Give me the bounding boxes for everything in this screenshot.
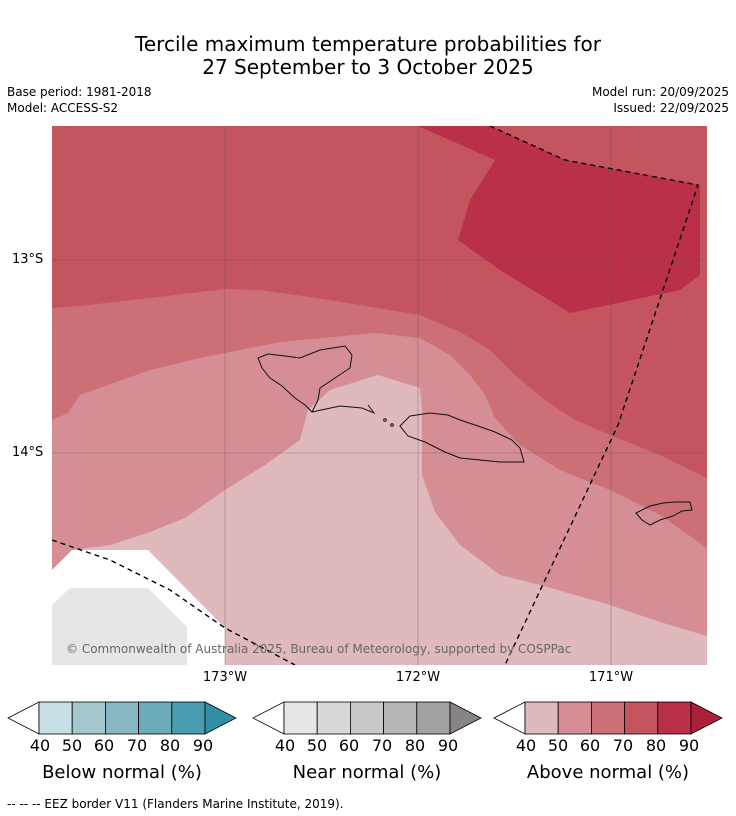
island-tutuila bbox=[635, 501, 693, 526]
chart-title-line2: 27 September to 3 October 2025 bbox=[202, 55, 534, 79]
below-color-bin bbox=[71, 701, 106, 735]
tick: 70 bbox=[612, 736, 634, 755]
island-savaii-coast bbox=[311, 404, 376, 415]
tick: 70 bbox=[371, 736, 393, 755]
gridlines bbox=[52, 126, 707, 665]
chart-title-line1: Tercile maximum temperature probabilitie… bbox=[135, 32, 601, 56]
islet bbox=[383, 418, 387, 422]
eez-border bbox=[52, 126, 699, 665]
colorbar-above bbox=[493, 701, 723, 735]
tick: 60 bbox=[579, 736, 601, 755]
above-color-bin bbox=[657, 701, 692, 735]
below-color-bin bbox=[138, 701, 173, 735]
colorbar-below bbox=[7, 701, 237, 735]
tick: 90 bbox=[192, 736, 214, 755]
above-color-bin bbox=[524, 701, 559, 735]
near-extend-low bbox=[252, 701, 285, 735]
lat-label-13s: 13°S bbox=[12, 252, 44, 267]
region-near-40 bbox=[52, 588, 187, 665]
copyright-text: © Commonwealth of Australia 2025, Bureau… bbox=[66, 642, 571, 656]
lat-label-14s: 14°S bbox=[12, 445, 44, 460]
eez-legend-text: -- -- -- EEZ border V11 (Flanders Marine… bbox=[7, 797, 344, 811]
above-color-bin bbox=[624, 701, 659, 735]
below-extend-low bbox=[7, 701, 40, 735]
lon-label-171w: 171°W bbox=[588, 670, 634, 685]
tick: 70 bbox=[126, 736, 148, 755]
tick: 80 bbox=[645, 736, 667, 755]
tick: 40 bbox=[274, 736, 296, 755]
colorbar-below-title: Below normal (%) bbox=[42, 762, 202, 783]
above-extend-high bbox=[690, 701, 723, 735]
colorbar-near bbox=[252, 701, 482, 735]
islands bbox=[257, 345, 693, 526]
region-above-40 bbox=[52, 375, 707, 665]
colorbar-near-title: Near normal (%) bbox=[292, 762, 442, 783]
near-color-bin bbox=[316, 701, 351, 735]
island-savaii bbox=[257, 345, 353, 413]
tick: 60 bbox=[338, 736, 360, 755]
near-color-bin bbox=[283, 701, 318, 735]
island-upolu bbox=[399, 412, 525, 463]
tick: 50 bbox=[61, 736, 83, 755]
lon-label-173w: 173°W bbox=[202, 670, 248, 685]
above-color-bin bbox=[591, 701, 626, 735]
tick: 90 bbox=[678, 736, 700, 755]
tick: 40 bbox=[29, 736, 51, 755]
near-color-bin bbox=[350, 701, 385, 735]
near-color-bin bbox=[383, 701, 418, 735]
tick: 80 bbox=[159, 736, 181, 755]
above-extend-low bbox=[493, 701, 526, 735]
islet bbox=[390, 423, 394, 427]
near-extend-high bbox=[449, 701, 482, 735]
tick: 50 bbox=[547, 736, 569, 755]
model-name: Model: ACCESS-S2 bbox=[7, 101, 119, 115]
tick: 50 bbox=[306, 736, 328, 755]
tick: 90 bbox=[437, 736, 459, 755]
near-color-bin bbox=[416, 701, 451, 735]
below-extend-high bbox=[204, 701, 237, 735]
lon-label-172w: 172°W bbox=[395, 670, 441, 685]
tick: 60 bbox=[93, 736, 115, 755]
tick: 40 bbox=[515, 736, 537, 755]
probability-map: © Commonwealth of Australia 2025, Bureau… bbox=[52, 126, 707, 665]
model-run: Model run: 20/09/2025 bbox=[591, 85, 729, 99]
above-color-bin bbox=[557, 701, 592, 735]
below-color-bin bbox=[171, 701, 206, 735]
issued-date: Issued: 22/09/2025 bbox=[613, 101, 729, 115]
colorbar-above-title: Above normal (%) bbox=[526, 762, 690, 783]
below-color-bin bbox=[105, 701, 140, 735]
tick: 80 bbox=[404, 736, 426, 755]
below-color-bin bbox=[38, 701, 73, 735]
base-period: Base period: 1981-2018 bbox=[7, 85, 152, 99]
